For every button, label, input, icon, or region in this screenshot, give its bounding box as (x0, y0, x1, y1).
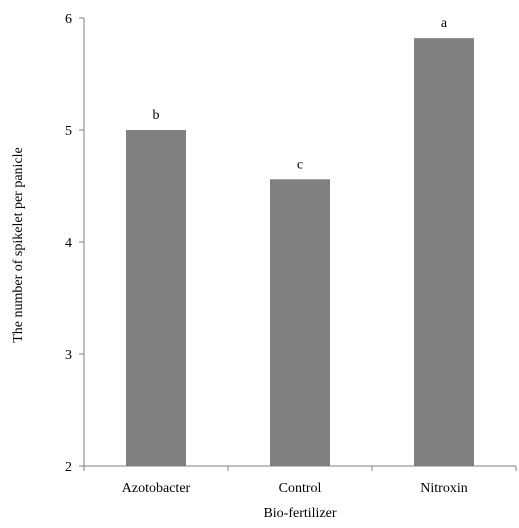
bars (126, 38, 474, 466)
y-tick-label: 2 (65, 460, 72, 475)
bar-control (270, 179, 330, 466)
y-ticks: 2 3 4 5 6 (65, 12, 84, 475)
y-tick-label: 5 (65, 124, 72, 139)
x-tick-label: Control (279, 481, 322, 496)
bar-azotobacter (126, 130, 186, 466)
x-axis-title: Bio-fertilizer (263, 506, 336, 521)
bar-nitroxin (414, 38, 474, 466)
y-axis-title: The number of spikelet per panicle (11, 147, 26, 343)
x-tick-label: Nitroxin (420, 481, 467, 496)
y-tick-label: 4 (65, 236, 72, 251)
bar-significance-label: b (153, 108, 160, 123)
bar-significance-label: a (441, 16, 448, 31)
x-tick-label: Azotobacter (122, 481, 191, 496)
data-labels: b c a (153, 16, 448, 172)
bar-significance-label: c (297, 157, 303, 172)
x-ticks: Azotobacter Control Nitroxin (83, 466, 517, 496)
y-tick-label: 3 (65, 348, 72, 363)
y-tick-label: 6 (65, 12, 72, 27)
